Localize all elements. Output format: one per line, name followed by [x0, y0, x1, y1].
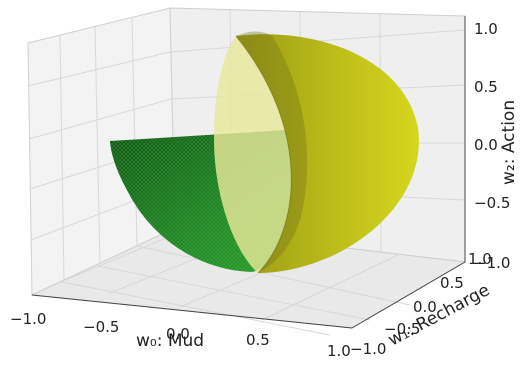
- z-axis-label: w₂: Action: [499, 100, 519, 185]
- y-tick-label: 0.0: [413, 298, 437, 316]
- z-tick-label: 0.0: [474, 136, 498, 154]
- z-tick-label: 0.5: [474, 78, 498, 96]
- x-tick-label: 0.0: [166, 325, 190, 343]
- z-tick-label: −0.5: [474, 194, 510, 212]
- z-tick-label: 1.0: [474, 20, 498, 38]
- y-tick-label: 1.0: [468, 250, 492, 268]
- z-tick-label: −1.0: [474, 254, 510, 272]
- z-axis: 1.0 0.5 0.0 −0.5 −1.0 w₂: Action: [474, 20, 519, 272]
- surface-yellow-cut-face: [214, 36, 292, 273]
- x-axis-label: w₀: Mud: [136, 331, 204, 351]
- surface-yellow-half-sphere: [236, 34, 419, 273]
- x-tick-label: 1.0: [327, 342, 351, 360]
- y-tick-label: −0.5: [384, 320, 420, 338]
- surface-series: [110, 31, 419, 274]
- x-axis: −1.0 −0.5 0.0 0.5 1.0 w₀: Mud: [10, 310, 351, 360]
- x-tick-label: 0.5: [246, 331, 270, 349]
- yellow-rim-line: [235, 35, 292, 274]
- yellow-inner-shadow: [236, 31, 308, 273]
- y-tick-label: 0.5: [440, 274, 464, 292]
- x-tick-label: −1.0: [10, 310, 46, 328]
- y-tick-label: −1.0: [350, 340, 386, 358]
- axis-lines: [31, 16, 466, 329]
- x-tick-label: −0.5: [83, 318, 119, 336]
